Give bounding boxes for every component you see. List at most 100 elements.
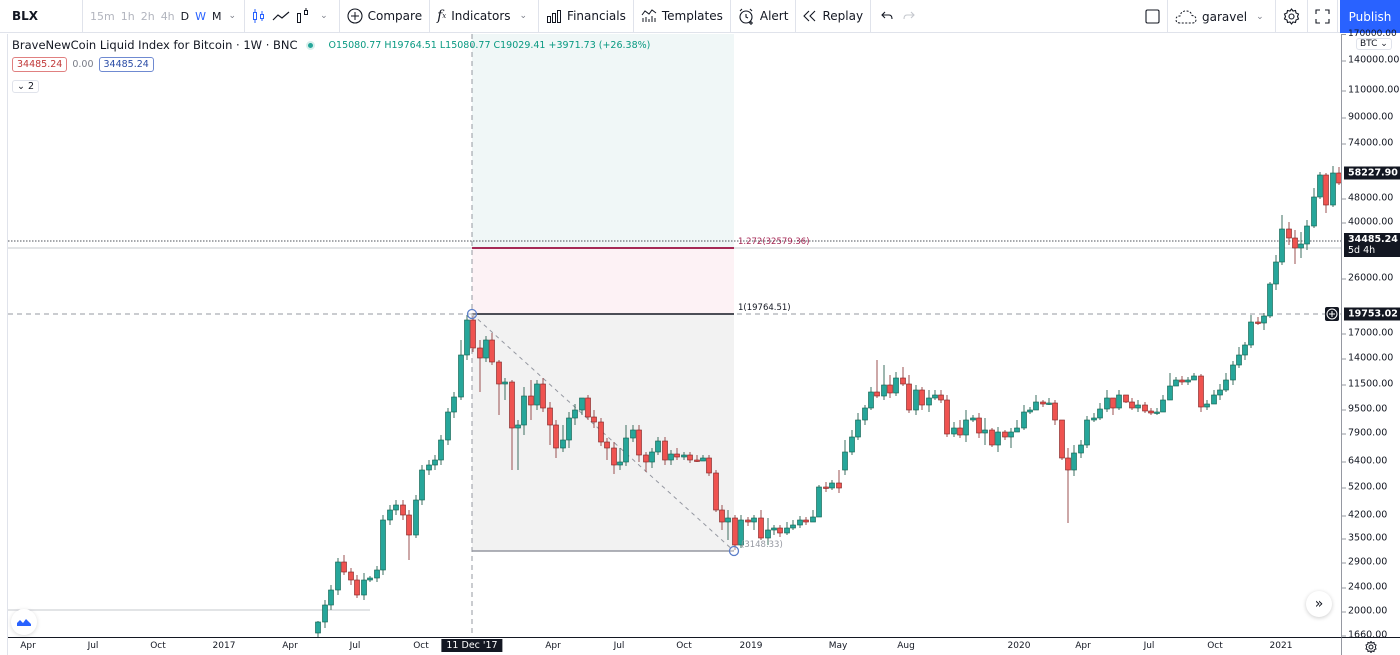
- currency-selector[interactable]: BTC ⌄: [1356, 38, 1392, 50]
- candle: [361, 579, 367, 596]
- sell-price-button[interactable]: 34485.24: [12, 57, 68, 72]
- templates-button[interactable]: Templates: [634, 0, 730, 33]
- candle: [738, 519, 744, 546]
- toolbar-divider: [729, 0, 731, 33]
- settings-button[interactable]: [1276, 0, 1307, 33]
- candle: [611, 447, 617, 466]
- candle: [1046, 402, 1052, 405]
- candle: [938, 394, 944, 401]
- candle: [842, 451, 848, 471]
- price-tick: 140000.00: [1341, 54, 1400, 66]
- candle: [706, 457, 712, 474]
- candle: [1135, 404, 1141, 409]
- gear-icon: [1365, 640, 1377, 653]
- candle: [751, 517, 757, 523]
- interval-1h[interactable]: 1h: [120, 9, 135, 23]
- symbol-search-button[interactable]: BLX: [12, 9, 39, 23]
- plus-circle-icon: [347, 8, 363, 24]
- drawing-anchor-top[interactable]: [466, 308, 478, 320]
- layout-menu-button[interactable]: garavel ⌄: [1168, 0, 1275, 33]
- replay-button[interactable]: Replay: [796, 0, 870, 33]
- candle: [893, 377, 899, 394]
- indicators-collapse-button[interactable]: ⌄ 2: [12, 80, 40, 93]
- price-chart-canvas[interactable]: [8, 34, 1341, 637]
- add-alert-plus-button[interactable]: [1325, 307, 1339, 321]
- candle: [823, 486, 829, 489]
- drawing-anchor-bottom[interactable]: [728, 545, 740, 557]
- fullscreen-layout-toggle[interactable]: [1138, 0, 1167, 33]
- interval-m[interactable]: M: [212, 9, 222, 23]
- toolbar-divider: [870, 0, 872, 33]
- interval-dropdown-chevron-icon[interactable]: ⌄: [228, 11, 237, 21]
- candle: [1014, 427, 1020, 433]
- candle: [643, 454, 649, 463]
- price-tick: 4200.00: [1341, 509, 1388, 521]
- candle: [1027, 409, 1033, 413]
- candle: [810, 516, 816, 523]
- time-tick: 2021: [1269, 641, 1293, 651]
- candle: [1091, 417, 1097, 421]
- candle: [1021, 411, 1027, 429]
- price-tick: 26000.00: [1341, 272, 1394, 284]
- time-tick: Oct: [150, 641, 166, 651]
- price-axis[interactable]: 170000.00 BTC ⌄ 140000.00 110000.00 90000.…: [1341, 29, 1400, 641]
- candle: [374, 569, 380, 579]
- candle: [906, 383, 912, 411]
- candle: [868, 391, 874, 409]
- series-title[interactable]: BraveNewCoin Liquid Index for Bitcoin · …: [12, 38, 298, 52]
- candle: [1323, 174, 1329, 206]
- tradingview-logo[interactable]: [11, 609, 37, 635]
- candle: [636, 429, 642, 456]
- candle: [438, 439, 444, 461]
- indicators-chevron-icon[interactable]: ⌄: [519, 11, 528, 21]
- financials-button[interactable]: Financials: [539, 0, 633, 33]
- candle: [367, 577, 373, 581]
- interval-15m[interactable]: 15m: [90, 9, 115, 23]
- candles-style-icon[interactable]: [252, 8, 266, 24]
- publish-button[interactable]: Publish: [1340, 0, 1400, 33]
- redo-icon[interactable]: [903, 11, 915, 21]
- market-status-dot-icon: [305, 40, 315, 50]
- toolbar-divider: [82, 0, 83, 33]
- time-axis[interactable]: Apr Jul Oct 2017 Apr Jul Oct Apr Jul Oct 2019 May Au…: [8, 637, 1341, 655]
- interval-w[interactable]: W: [195, 9, 207, 23]
- axis-settings-button[interactable]: [1341, 637, 1400, 655]
- candle: [1104, 397, 1110, 410]
- candle: [591, 416, 597, 423]
- chart-type-dropdown-chevron-icon[interactable]: ⌄: [320, 11, 328, 21]
- candle: [1084, 419, 1090, 446]
- candle: [1298, 243, 1304, 249]
- buy-price-button[interactable]: 34485.24: [98, 57, 154, 72]
- financials-label: Financials: [567, 9, 626, 23]
- candle: [758, 517, 764, 539]
- alert-price-label: 34485.24 5d 4h: [1344, 233, 1400, 257]
- compare-button[interactable]: Compare: [340, 0, 429, 33]
- undo-redo-group: [871, 0, 925, 33]
- price-tick: 90000.00: [1341, 111, 1394, 123]
- price-tick: 7900.00: [1341, 427, 1388, 439]
- candle: [862, 407, 868, 421]
- toolbar-divider: [538, 0, 540, 33]
- fullscreen-button[interactable]: [1308, 0, 1337, 33]
- candle: [335, 561, 341, 591]
- price-tick: 2900.00: [1341, 556, 1388, 568]
- candle: [1179, 379, 1185, 383]
- line-style-icon[interactable]: [272, 10, 290, 22]
- layout-chevron-icon: ⌄: [1256, 11, 1264, 22]
- alert-button[interactable]: Alert: [731, 0, 796, 33]
- rewind-icon: [803, 10, 817, 22]
- bar-type-icon[interactable]: [296, 8, 310, 24]
- interval-d[interactable]: D: [180, 9, 190, 23]
- interval-4h[interactable]: 4h: [160, 9, 175, 23]
- candle: [719, 509, 725, 523]
- interval-2h[interactable]: 2h: [140, 9, 155, 23]
- price-tick: 2400.00: [1341, 581, 1388, 593]
- candle: [623, 437, 629, 463]
- undo-icon[interactable]: [881, 11, 893, 21]
- chart-pane[interactable]: [8, 34, 1341, 637]
- scroll-to-realtime-button[interactable]: »: [1306, 591, 1332, 617]
- candle: [553, 424, 559, 449]
- candle: [771, 527, 777, 531]
- candle: [1217, 389, 1223, 396]
